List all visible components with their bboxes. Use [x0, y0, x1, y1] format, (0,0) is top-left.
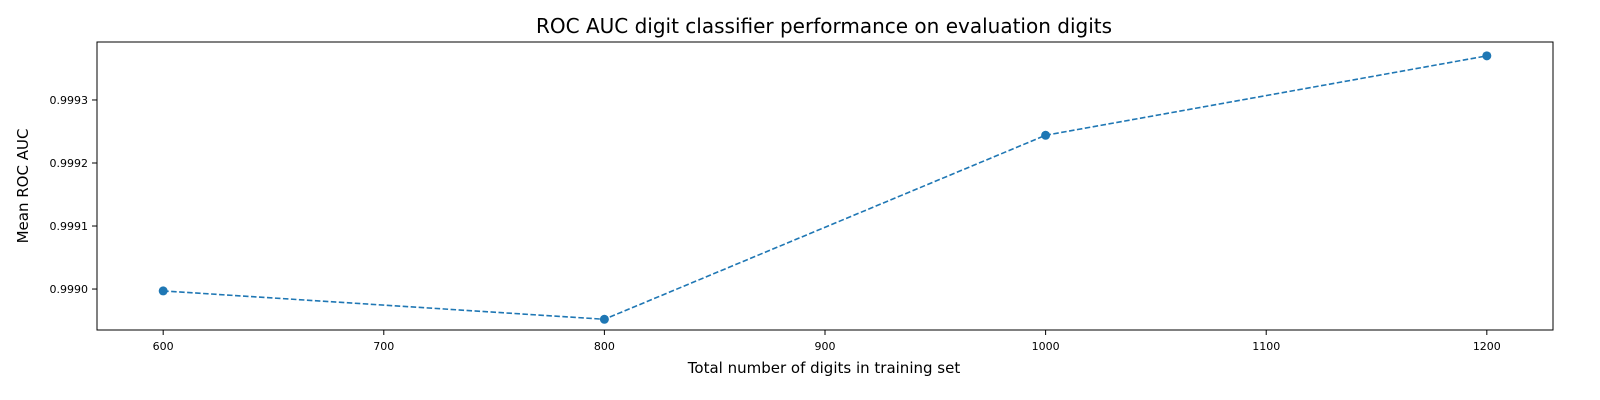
plot-area-frame [96, 41, 1554, 331]
y-tick-label: 0.9992 [50, 157, 89, 170]
x-axis-label: Total number of digits in training set [687, 359, 961, 377]
x-axis-ticks: 600 700 800 900 1000 1100 1200 [153, 330, 1501, 353]
x-tick-label: 1100 [1252, 340, 1280, 353]
y-tick-label: 0.9993 [50, 94, 89, 107]
x-tick-label: 1200 [1473, 340, 1501, 353]
x-tick-label: 600 [153, 340, 174, 353]
data-point-marker [599, 314, 609, 324]
x-tick-label: 800 [594, 340, 615, 353]
chart-title: ROC AUC digit classifier performance on … [536, 14, 1112, 38]
x-tick-label: 700 [373, 340, 394, 353]
y-tick-label: 0.9990 [50, 283, 89, 296]
x-tick-label: 1000 [1032, 340, 1060, 353]
series-line [163, 55, 1487, 321]
x-tick-label: 900 [815, 340, 836, 353]
y-axis-label: Mean ROC AUC [14, 129, 32, 244]
data-point-marker [1041, 130, 1051, 140]
y-axis-ticks: 0.9990 0.9991 0.9992 0.9993 [50, 94, 97, 296]
series-layer [158, 51, 1492, 324]
data-point-marker [1482, 51, 1492, 61]
y-tick-label: 0.9991 [50, 220, 89, 233]
data-point-marker [158, 286, 168, 296]
